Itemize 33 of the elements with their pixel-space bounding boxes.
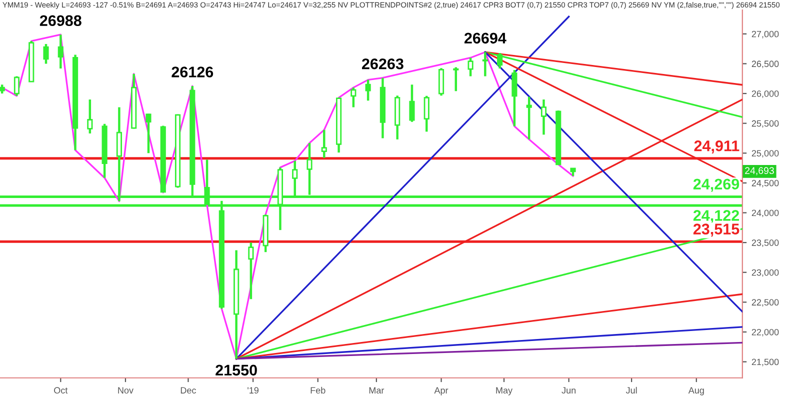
y-tick-label: 23,000 (752, 269, 779, 277)
ref-line-label: 24,911 (694, 140, 740, 154)
x-tick-label: Jun (562, 387, 576, 394)
annotation: 26694 (464, 32, 506, 44)
y-tick-label: 25,000 (752, 150, 779, 158)
x-tick-label: Jul (626, 386, 637, 394)
ref-line-label: 24,269 (693, 178, 740, 192)
x-tick-label: Aug (688, 387, 704, 396)
ref-line-label: 24,122 (693, 210, 740, 224)
y-tick-label: 26,000 (752, 90, 779, 98)
y-tick-label: 27,000 (752, 30, 779, 38)
x-tick-label: Mar (369, 387, 384, 394)
y-tick-label: 25,500 (752, 120, 779, 128)
annotation: 26263 (362, 58, 404, 70)
y-tick-label: 26,500 (752, 60, 779, 68)
y-tick-label: 22,500 (752, 299, 779, 307)
ref-line-label: 23,515 (693, 224, 740, 237)
y-tick-label: 24,500 (752, 180, 779, 188)
annotation: 26988 (40, 15, 82, 26)
annotation: 21550 (216, 364, 257, 376)
x-tick-label: Apr (434, 387, 448, 396)
y-tick-label: 22,000 (752, 328, 779, 336)
annotation: 26126 (172, 66, 214, 78)
x-tick-label: Dec (180, 387, 196, 394)
x-tick-label: Oct (54, 387, 68, 394)
y-tick-label: 23,500 (752, 240, 779, 247)
y-tick-label: 21,500 (752, 358, 779, 366)
x-tick-label: May (496, 387, 513, 396)
x-tick-label: '19 (248, 387, 258, 394)
x-tick-label: Feb (310, 386, 326, 394)
y-tick-label: 24,000 (752, 210, 779, 218)
text: 24,693 (745, 167, 774, 176)
x-tick-label: Nov (118, 387, 134, 394)
